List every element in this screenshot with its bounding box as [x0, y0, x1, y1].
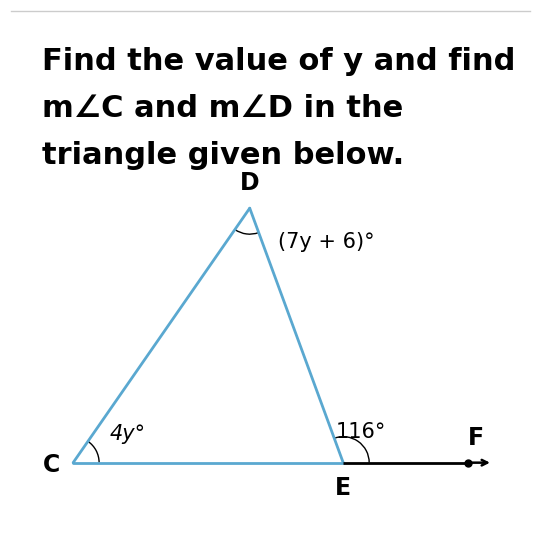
Text: triangle given below.: triangle given below.: [42, 141, 404, 170]
Text: (7y + 6)°: (7y + 6)°: [278, 232, 375, 252]
Text: F: F: [467, 426, 484, 450]
Text: 116°: 116°: [335, 422, 386, 442]
Text: C: C: [43, 453, 60, 477]
Text: E: E: [335, 476, 351, 500]
Text: D: D: [240, 171, 260, 195]
Text: Find the value of y and find: Find the value of y and find: [42, 47, 516, 76]
Text: m∠C and m∠D in the: m∠C and m∠D in the: [42, 94, 403, 123]
Text: 4y°: 4y°: [109, 425, 146, 445]
